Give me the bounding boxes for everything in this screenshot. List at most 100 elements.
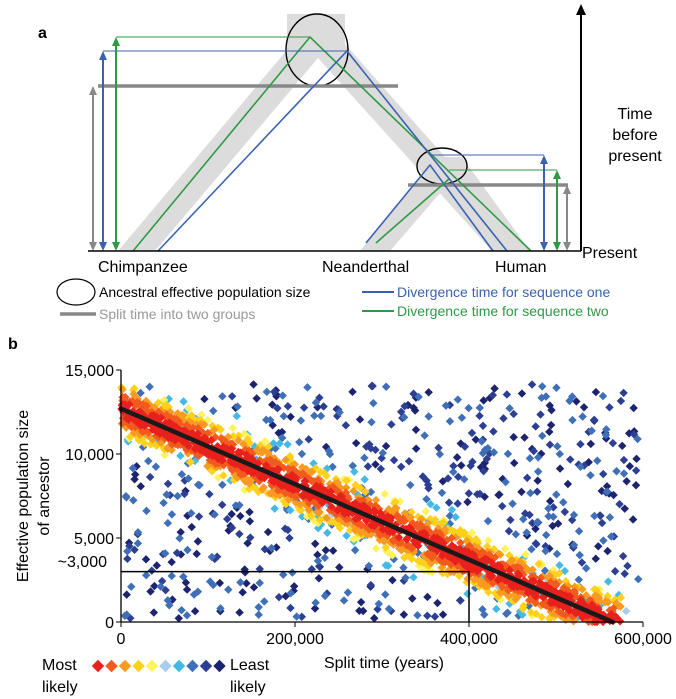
data-point: [460, 475, 469, 484]
data-point: [615, 499, 624, 509]
data-point: [438, 563, 447, 572]
data-point: [569, 510, 579, 520]
legend-ancestral-label: Ancestral effective population size: [99, 284, 311, 300]
data-point: [538, 382, 547, 391]
data-point: [272, 543, 281, 552]
data-point: [551, 579, 561, 589]
data-point: [363, 530, 372, 540]
data-point: [505, 599, 514, 608]
data-point: [258, 448, 267, 457]
data-point: [394, 544, 404, 553]
data-point: [568, 392, 577, 401]
data-point: [616, 602, 625, 611]
data-point: [189, 590, 199, 599]
data-point: [541, 581, 550, 590]
data-point: [488, 576, 498, 586]
data-point: [232, 411, 241, 421]
legend-split-label: Split time into two groups: [99, 306, 255, 322]
data-point: [224, 526, 233, 535]
data-point: [376, 508, 385, 518]
data-point: [510, 564, 520, 574]
data-point: [381, 590, 390, 599]
data-point: [279, 570, 288, 579]
data-point: [129, 400, 138, 409]
data-point: [496, 595, 505, 604]
data-point: [531, 524, 540, 534]
data-point: [152, 561, 161, 570]
data-point: [177, 470, 187, 479]
data-point: [581, 564, 591, 573]
data-point: [577, 558, 587, 567]
data-point: [236, 511, 245, 521]
data-point: [628, 515, 638, 524]
likelihood-scale: [91, 659, 226, 673]
axis-ticks: 0 200,000 400,000 600,000 0 5,000 10,000 15,000: [65, 363, 672, 648]
data-point: [235, 529, 244, 539]
data-point: [234, 447, 243, 457]
x-tick-label: 200,000: [266, 631, 324, 648]
data-point: [175, 534, 184, 543]
data-point: [536, 573, 546, 583]
data-point: [335, 523, 345, 533]
data-point: [364, 561, 374, 571]
likelihood-swatch: [105, 659, 118, 673]
data-point: [400, 516, 409, 526]
time-label-line1: Time: [618, 106, 653, 123]
data-point: [531, 422, 540, 431]
data-point: [263, 527, 273, 537]
data-point: [517, 389, 527, 398]
data-point: [501, 544, 510, 554]
data-point: [548, 581, 557, 591]
data-point: [510, 590, 519, 599]
data-point: [283, 440, 292, 449]
data-point: [377, 520, 386, 530]
data-point: [216, 604, 225, 613]
data-point: [498, 582, 507, 592]
data-point: [471, 583, 480, 593]
data-point: [422, 553, 432, 563]
data-point: [582, 591, 591, 600]
data-point: [409, 573, 418, 582]
data-point: [541, 542, 550, 551]
data-point: [177, 605, 186, 615]
data-point: [131, 417, 141, 426]
data-point: [433, 598, 442, 608]
data-point: [599, 536, 608, 545]
data-point: [406, 480, 415, 490]
data-point: [241, 445, 250, 455]
data-point: [545, 440, 555, 449]
data-point: [543, 573, 553, 582]
data-point: [575, 550, 584, 560]
data-point: [334, 520, 343, 530]
data-point: [181, 578, 191, 587]
data-point: [260, 545, 270, 554]
y-tick-approx-3000: ~3,000: [58, 554, 107, 571]
data-point: [280, 524, 290, 533]
data-point: [541, 392, 551, 401]
data-point: [518, 604, 528, 614]
data-point: [580, 461, 589, 470]
data-point: [236, 578, 245, 587]
data-point: [532, 539, 541, 549]
data-point: [534, 453, 543, 462]
data-point: [151, 462, 161, 471]
time-label-line2: before: [612, 127, 657, 144]
data-point: [422, 494, 431, 504]
likelihood-swatch: [213, 659, 226, 673]
data-point: [578, 585, 587, 594]
data-point: [526, 488, 535, 498]
data-point: [623, 561, 632, 571]
data-point: [519, 514, 528, 524]
data-point: [576, 595, 586, 605]
y-tick-label: 15,000: [65, 363, 114, 380]
data-point: [383, 561, 393, 570]
data-point: [255, 578, 264, 588]
data-point: [368, 381, 377, 391]
data-point: [603, 577, 613, 586]
data-point: [414, 392, 423, 402]
data-point: [351, 438, 361, 448]
data-point: [441, 401, 451, 410]
data-point: [438, 610, 448, 619]
human-label: Human: [495, 259, 547, 276]
likelihood-swatch: [159, 659, 172, 673]
